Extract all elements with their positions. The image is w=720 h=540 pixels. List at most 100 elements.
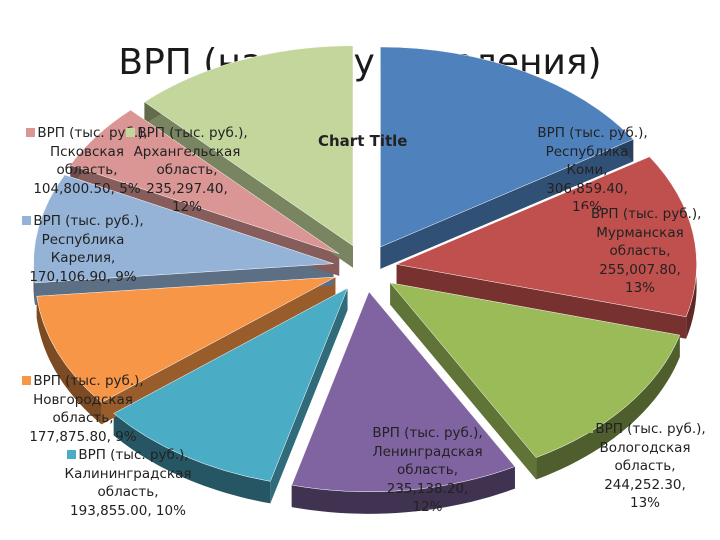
data-label-text: 16%	[571, 199, 602, 215]
data-label-line: 104,800.50, 5%	[22, 180, 152, 199]
data-label-text: область,	[56, 162, 118, 178]
data-label-line: ВРП (тыс. руб.),	[48, 446, 208, 465]
slice-wall-Калининградская-область-0	[270, 288, 348, 504]
data-label-text: Ленинградская	[372, 443, 483, 460]
data-label-text: ВРП (тыс. руб.),	[591, 206, 702, 222]
legend-swatch	[67, 450, 77, 459]
legend-swatch	[22, 216, 32, 225]
data-label-line: ВРП (тыс. руб.),	[8, 372, 158, 391]
data-label-text: ВРП (тыс. руб.),	[78, 447, 189, 463]
data-label-line: область,	[580, 457, 710, 476]
data-label-text: Карелия,	[50, 250, 116, 266]
data-label-line: ВРП (тыс. руб.),	[580, 420, 710, 439]
legend-swatch	[580, 209, 589, 218]
data-label-text: 306,859.40,	[546, 180, 628, 197]
data-label-text: область,	[614, 458, 676, 474]
data-label-line: 177,875.80, 9%	[8, 428, 158, 447]
data-label-line: ВРП (тыс. руб.),	[8, 212, 158, 231]
data-label-line: Карелия,	[8, 249, 158, 268]
data-label-line: область,	[8, 409, 158, 428]
data-label-line: ВРП (тыс. руб.),	[580, 205, 702, 224]
pie-slice-Ленинградская-область	[291, 291, 516, 493]
data-label-line: ВРП (тыс. руб.),	[512, 124, 662, 143]
data-label-line: ВРП (тыс. руб.),	[360, 424, 495, 443]
data-label-text: ВРП (тыс. руб.),	[137, 125, 248, 141]
data-label-text: область,	[396, 462, 459, 478]
data-label: ВРП (тыс. руб.), Республика Карелия, 170,10…	[8, 212, 158, 286]
data-label-line: Ленинградская	[360, 443, 495, 462]
slice-rim-Калининградская-область	[113, 413, 271, 504]
data-label-text: Коми,	[566, 162, 608, 178]
data-label-text: ВРП (тыс. руб.),	[33, 373, 144, 389]
pie-slice-Республика-Карелия	[33, 174, 334, 284]
data-label-text: Калининградская	[64, 465, 192, 482]
data-label-line: ВРП (тыс. руб.),	[112, 124, 262, 143]
data-label: ВРП (тыс. руб.), Калининградская область, 1…	[48, 446, 208, 520]
pie-slice-Псковская-область	[69, 109, 340, 255]
data-label-line: Мурманская	[580, 224, 700, 243]
slice-wall-Республика-Коми-1	[380, 139, 634, 269]
slice-wall-Архангельская-область-0	[144, 101, 354, 268]
data-label-line: 16%	[512, 198, 662, 217]
data-label-text: 244,252.30,	[604, 476, 686, 493]
data-label: ВРП (тыс. руб.), Мурманская область, 255,00…	[580, 205, 702, 298]
data-label: ВРП (тыс. руб.), Республика Коми, 306,859.4…	[512, 124, 662, 217]
data-label-line: Архангельская	[112, 143, 262, 162]
data-label-line: 235,138.20,	[360, 480, 495, 499]
data-label-line: Калининградская	[48, 465, 208, 484]
data-label-text: 255,007.80,	[599, 261, 681, 278]
data-label-text: 170,106.90, 9%	[29, 268, 137, 285]
pie-slice-Республика-Коми	[380, 46, 634, 248]
data-label-text: 104,800.50, 5%	[33, 180, 141, 197]
data-label-text: ВРП (тыс. руб.),	[595, 421, 706, 437]
data-label-line: Республика	[512, 143, 662, 162]
data-label: ВРП (тыс. руб.), Архангельская область, 235…	[112, 124, 262, 217]
pie-slice-Новгородская-область	[36, 276, 336, 403]
data-label-line: область,	[360, 461, 495, 480]
data-label-text: область,	[52, 410, 114, 426]
data-label-text: ВРП (тыс. руб.),	[37, 125, 148, 141]
data-label-text: 12%	[171, 199, 202, 215]
data-label-text: Архангельская	[133, 143, 241, 160]
slice-wall-Мурманская-область-1	[396, 264, 687, 339]
legend-swatch	[126, 128, 136, 137]
data-label-line: Республика	[8, 231, 158, 250]
data-label-line: область,	[580, 242, 700, 261]
data-label-line: область,	[22, 161, 152, 180]
data-label-line: 306,859.40,	[512, 180, 662, 199]
data-label-line: 12%	[112, 198, 262, 217]
data-label-text: Новгородская	[33, 391, 133, 408]
data-label-text: ВРП (тыс. руб.),	[33, 213, 144, 229]
data-label: ВРП (тыс. руб.), Вологодская область, 244,2…	[580, 420, 710, 513]
data-label-text: 193,855.00, 10%	[70, 502, 186, 519]
data-label-line: Псковская	[22, 143, 152, 162]
data-label-text: 13%	[629, 495, 660, 511]
pie-slice-Архангельская-область	[143, 45, 354, 247]
data-label-text: ВРП (тыс. руб.),	[372, 425, 483, 441]
data-label-text: Вологодская	[599, 439, 691, 456]
data-label-line: 12%	[360, 498, 495, 517]
data-label: ВРП (тыс. руб.), Ленинградская область, 235…	[360, 424, 495, 517]
data-label-text: область,	[609, 243, 671, 259]
data-label-text: область,	[156, 162, 218, 178]
data-label-line: 193,855.00, 10%	[48, 502, 208, 521]
slice-rim-Ленинградская-область	[291, 466, 515, 514]
data-label-text: область,	[97, 484, 159, 500]
data-label-text: 235,138.20,	[386, 480, 469, 497]
pie-slice-Калининградская-область	[113, 287, 349, 482]
data-label-line: 13%	[580, 494, 710, 513]
data-label-line: Вологодская	[580, 439, 710, 458]
data-label-text: 12%	[412, 499, 443, 515]
data-label-text: Республика	[545, 143, 629, 160]
data-label-text: Республика	[41, 231, 125, 248]
data-label: ВРП (тыс. руб.), Новгородская область, 177,…	[8, 372, 158, 446]
data-label-line: 235,297.40,	[112, 180, 262, 199]
data-label-line: область,	[48, 483, 208, 502]
data-label-line: 13%	[580, 279, 700, 298]
data-label-line: область,	[112, 161, 262, 180]
data-label-text: 177,875.80, 9%	[29, 428, 137, 445]
data-label-line: 255,007.80,	[580, 261, 700, 280]
data-label-line: Коми,	[512, 161, 662, 180]
legend-swatch	[26, 128, 36, 137]
